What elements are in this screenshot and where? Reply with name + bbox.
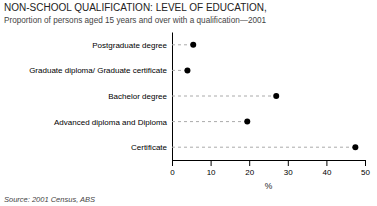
x-tick-mark: [211, 160, 212, 166]
y-axis: Postgraduate degree Graduate diploma/ Gra…: [29, 33, 172, 161]
x-tick-mark: [172, 160, 173, 166]
x-tick: 40: [322, 160, 331, 177]
dot-stem: [172, 96, 276, 97]
category-label: Graduate diploma/ Graduate certificate: [29, 66, 167, 75]
dot: [190, 42, 196, 48]
x-tick-mark: [365, 160, 366, 166]
dot: [184, 67, 190, 73]
category-label: Certificate: [131, 143, 168, 152]
dot-stem: [172, 44, 193, 45]
dot: [244, 119, 250, 125]
title: NON-SCHOOL QUALIFICATION: LEVEL OF EDUCA…: [4, 2, 267, 13]
dot: [352, 144, 358, 150]
dot-stem: [172, 121, 247, 122]
x-tick-mark: [326, 160, 327, 166]
chart: NON-SCHOOL QUALIFICATION: LEVEL OF EDUCA…: [0, 0, 377, 206]
source: Source: 2001 Census, ABS: [4, 195, 95, 204]
x-tick-label: 40: [322, 168, 331, 177]
y-tick: Bachelor degree: [108, 92, 172, 101]
category-label: Postgraduate degree: [92, 41, 167, 50]
y-tick: Postgraduate degree: [92, 41, 172, 50]
x-tick-mark: [249, 160, 250, 166]
x-axis: 0 10 20 30 40 50: [170, 160, 370, 177]
x-axis-label: %: [265, 181, 273, 191]
subtitle: Proportion of persons aged 15 years and …: [4, 16, 267, 25]
x-tick: 20: [245, 160, 254, 177]
x-tick-label: 20: [245, 168, 254, 177]
plot: 0 10 20 30 40 50 Postgraduate degree Graduate d…: [29, 33, 370, 192]
x-tick-label: 0: [170, 168, 175, 177]
category-label: Bachelor degree: [108, 92, 167, 101]
x-tick: 10: [207, 160, 216, 177]
x-tick-mark: [288, 160, 289, 166]
dot: [273, 93, 279, 99]
y-tick: Graduate diploma/ Graduate certificate: [29, 66, 172, 75]
marks: [172, 42, 358, 150]
x-tick: 0: [170, 160, 175, 177]
dot-stem: [172, 147, 355, 148]
x-axis-line: [173, 161, 366, 167]
y-tick: Certificate: [131, 143, 172, 152]
x-tick-label: 50: [361, 168, 370, 177]
x-tick: 30: [284, 160, 293, 177]
x-tick: 50: [361, 160, 370, 177]
x-tick-label: 10: [207, 168, 216, 177]
category-label: Advanced diploma and Diploma: [54, 118, 168, 127]
y-tick: Advanced diploma and Diploma: [54, 118, 172, 127]
x-tick-label: 30: [284, 168, 293, 177]
